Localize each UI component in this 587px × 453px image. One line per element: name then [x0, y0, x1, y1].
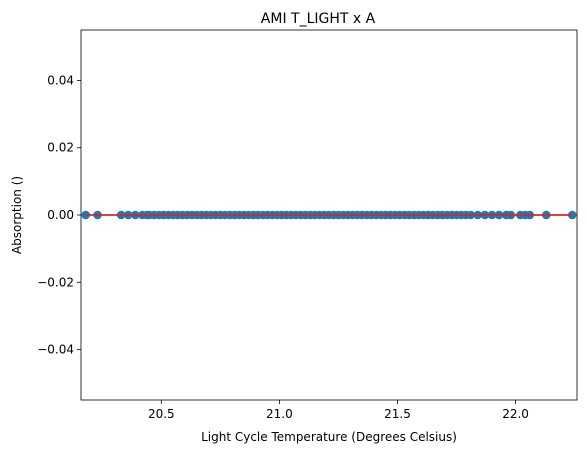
chart-title: AMI T_LIGHT x A — [261, 11, 376, 27]
y-tick-label: −0.04 — [37, 343, 74, 357]
x-tick-label: 21.5 — [384, 407, 411, 421]
y-tick-label: 0.02 — [47, 141, 74, 155]
scatter-point — [81, 210, 91, 220]
x-axis-ticks: 20.5 21.0 21.5 22.0 — [148, 400, 529, 421]
y-tick-label: −0.02 — [37, 275, 74, 289]
x-axis-label: Light Cycle Temperature (Degrees Celsius… — [201, 430, 457, 444]
x-tick-label: 21.0 — [266, 407, 293, 421]
x-tick-label: 20.5 — [148, 407, 175, 421]
x-tick-label: 22.0 — [502, 407, 529, 421]
axes-border — [80, 29, 578, 401]
y-tick-label: 0.04 — [47, 73, 74, 87]
y-tick-label: 0.00 — [47, 208, 74, 222]
y-axis-ticks: −0.04 −0.02 0.00 0.02 0.04 — [37, 73, 81, 357]
y-axis-label: Absorption () — [10, 176, 24, 254]
plot-area: 20.5 21.0 21.5 22.0 −0.04 −0.02 0.00 0.02 0.04 — [37, 29, 578, 421]
